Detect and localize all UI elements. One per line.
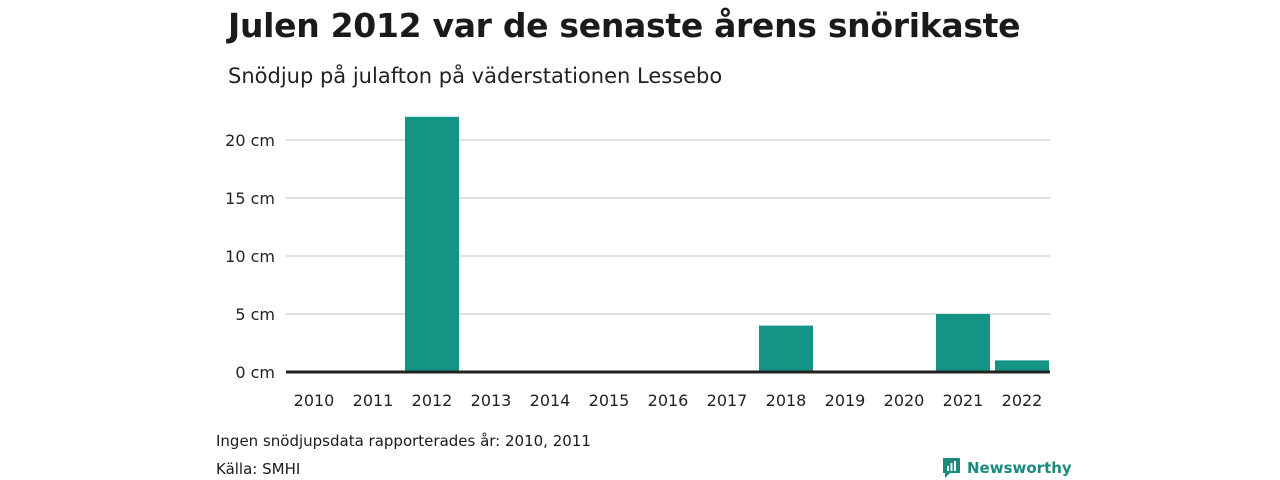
missing-data-note: Ingen snödjupsdata rapporterades år: 201… [216,432,591,450]
bar-chart: 0 cm 5 cm 10 cm 15 cm 20 cm 2010 2011 2012 2013… [225,116,1050,410]
newsworthy-logo-icon [943,458,960,478]
brand-name: Newsworthy [967,459,1072,477]
x-tick-label-2010: 2010 [294,391,335,410]
x-tick-label-2016: 2016 [648,391,689,410]
y-tick-label: 5 cm [235,305,275,324]
x-tick-label-2015: 2015 [589,391,630,410]
y-tick-label: 15 cm [225,189,275,208]
chart-subtitle: Snödjup på julafton på väderstationen Le… [228,64,723,88]
bar-2012 [405,116,459,372]
x-tick-label-2020: 2020 [884,391,925,410]
x-tick-label-2018: 2018 [766,391,807,410]
bar-2021 [936,314,990,372]
chart-title: Julen 2012 var de senaste årens snörikas… [228,6,1021,45]
x-axis-ticks: 2010 2011 2012 2013 2014 2015 2016 2017 2018 2019… [294,391,1043,410]
y-tick-label: 0 cm [235,363,275,382]
x-tick-label-2019: 2019 [825,391,866,410]
y-tick-label: 20 cm [225,131,275,150]
x-tick-label-2012: 2012 [412,391,453,410]
x-tick-label-2013: 2013 [471,391,512,410]
source-label: Källa: SMHI [216,460,301,478]
bar-2018 [759,325,813,372]
x-tick-label-2017: 2017 [707,391,748,410]
x-tick-label-2022: 2022 [1002,391,1043,410]
bars [405,116,1049,372]
x-tick-label-2014: 2014 [530,391,571,410]
x-tick-label-2011: 2011 [353,391,394,410]
gridlines [286,139,1050,315]
bar-2022 [995,360,1049,372]
y-tick-label: 10 cm [225,247,275,266]
newsworthy-logo[interactable]: Newsworthy [942,457,1072,479]
x-tick-label-2021: 2021 [943,391,984,410]
y-axis-ticks: 0 cm 5 cm 10 cm 15 cm 20 cm [225,131,275,382]
